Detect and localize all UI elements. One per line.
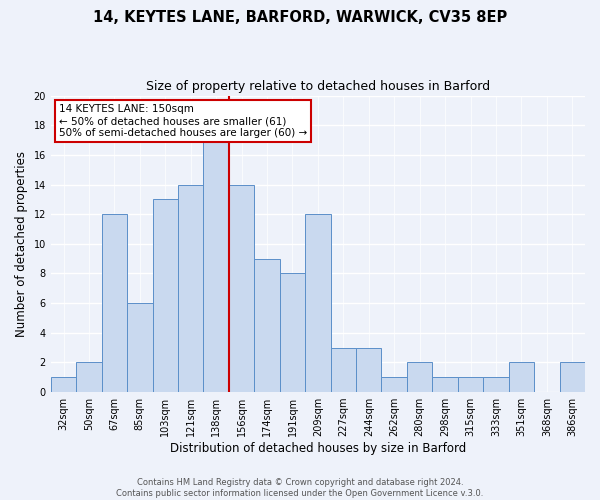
Bar	[76, 362, 101, 392]
Bar	[254, 258, 280, 392]
X-axis label: Distribution of detached houses by size in Barford: Distribution of detached houses by size …	[170, 442, 466, 455]
Bar	[458, 378, 483, 392]
Bar	[178, 184, 203, 392]
Bar	[560, 362, 585, 392]
Bar	[51, 378, 76, 392]
Text: 14 KEYTES LANE: 150sqm
← 50% of detached houses are smaller (61)
50% of semi-det: 14 KEYTES LANE: 150sqm ← 50% of detached…	[59, 104, 307, 138]
Bar	[152, 200, 178, 392]
Bar	[382, 378, 407, 392]
Bar	[433, 378, 458, 392]
Y-axis label: Number of detached properties: Number of detached properties	[15, 151, 28, 337]
Title: Size of property relative to detached houses in Barford: Size of property relative to detached ho…	[146, 80, 490, 93]
Bar	[305, 214, 331, 392]
Bar	[407, 362, 433, 392]
Bar	[356, 348, 382, 392]
Bar	[203, 140, 229, 392]
Bar	[127, 303, 152, 392]
Bar	[483, 378, 509, 392]
Text: 14, KEYTES LANE, BARFORD, WARWICK, CV35 8EP: 14, KEYTES LANE, BARFORD, WARWICK, CV35 …	[93, 10, 507, 25]
Bar	[229, 184, 254, 392]
Bar	[101, 214, 127, 392]
Bar	[331, 348, 356, 392]
Bar	[280, 274, 305, 392]
Bar	[509, 362, 534, 392]
Text: Contains HM Land Registry data © Crown copyright and database right 2024.
Contai: Contains HM Land Registry data © Crown c…	[116, 478, 484, 498]
